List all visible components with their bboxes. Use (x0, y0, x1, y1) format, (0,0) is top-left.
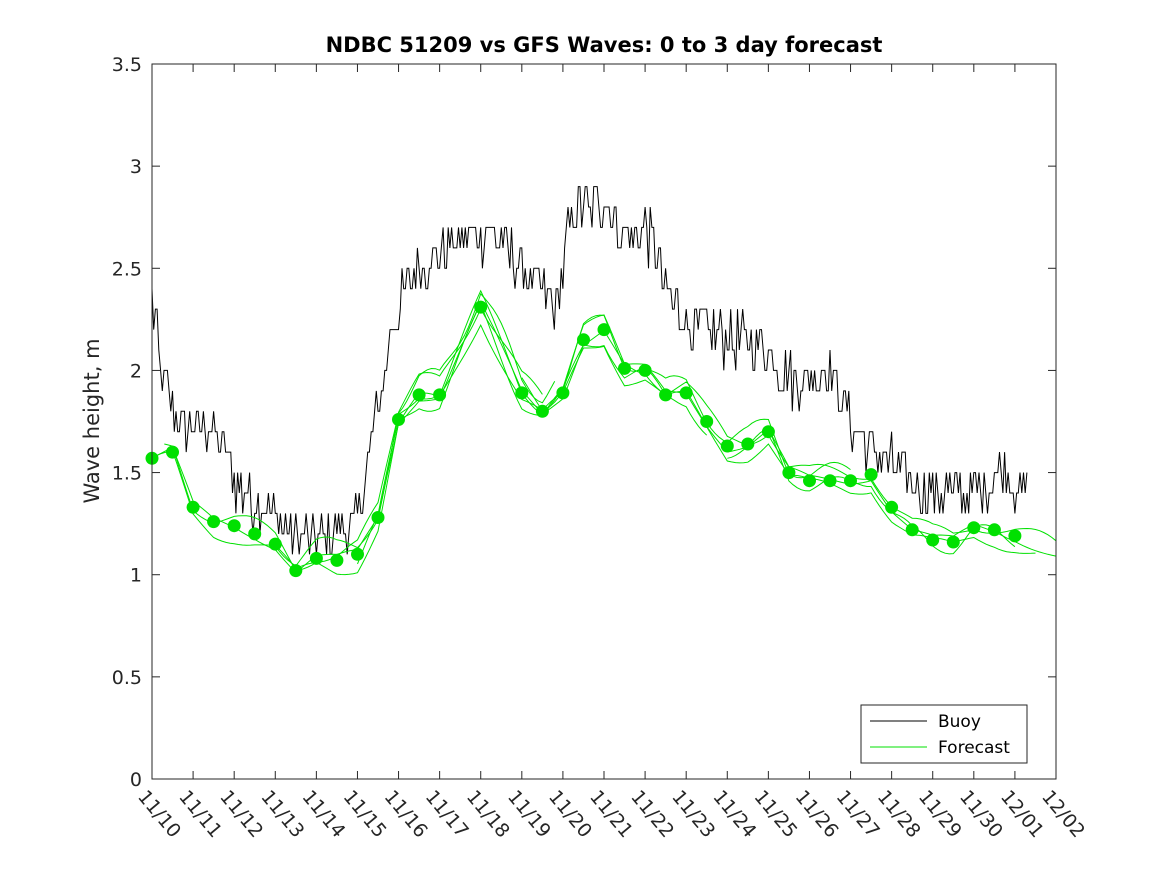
forecast-point (248, 527, 262, 541)
forecast-point (905, 523, 919, 537)
forecast-point (967, 521, 981, 535)
y-tick-label: 3.5 (112, 54, 142, 76)
forecast-point (720, 439, 734, 453)
forecast-point (741, 437, 755, 451)
forecast-point (782, 466, 796, 480)
plot-area-frame (151, 63, 1057, 780)
forecast-point (392, 413, 405, 426)
forecast-point (535, 404, 549, 418)
x-tick-label: 11/14 (298, 786, 350, 842)
y-tick-label: 3 (130, 156, 142, 178)
forecast-point (268, 537, 282, 551)
forecast-point (1008, 529, 1022, 543)
forecast-run-line-5 (521, 314, 851, 479)
forecast-point (515, 386, 529, 400)
x-tick-label: 11/16 (380, 786, 432, 842)
forecast-point (844, 474, 857, 488)
forecast-point (659, 388, 673, 402)
forecast-point (474, 300, 488, 314)
forecast-point (166, 445, 179, 459)
forecast-point (864, 468, 878, 482)
forecast-point (371, 511, 385, 524)
x-tick-label: 11/12 (215, 786, 267, 842)
forecast-run-line-1 (151, 323, 1036, 576)
y-tick-label: 1.5 (112, 463, 142, 485)
forecast-point (618, 361, 631, 375)
legend: Buoy Forecast (860, 704, 1028, 764)
x-tick-label: 11/28 (873, 786, 925, 842)
x-tick-label: 11/15 (339, 786, 391, 842)
forecast-point (330, 553, 344, 567)
x-tick-label: 11/29 (914, 786, 966, 842)
x-tick-label: 11/23 (667, 786, 719, 842)
forecast-point (207, 515, 221, 529)
forecast-point (309, 551, 323, 565)
forecast-point (597, 323, 611, 337)
forecast-point (926, 533, 940, 547)
x-tick-label: 12/01 (996, 786, 1048, 842)
forecast-run-line-4 (357, 303, 708, 565)
legend-box (860, 704, 1028, 764)
forecast-point (885, 500, 899, 514)
forecast-point (577, 333, 590, 347)
y-tick-label: 0.5 (112, 667, 142, 689)
x-tick-label: 11/20 (544, 786, 596, 842)
forecast-run-line-3 (274, 307, 543, 567)
y-tick-label: 2.5 (112, 258, 142, 280)
forecast-point (761, 425, 775, 439)
x-tick-label: 11/13 (256, 786, 308, 842)
forecast-point (679, 386, 693, 400)
forecast-point (186, 500, 200, 514)
x-tick-label: 11/11 (174, 786, 226, 842)
x-tick-label: 11/17 (421, 786, 473, 842)
x-tick-label: 11/10 (133, 786, 185, 842)
forecast-point (433, 388, 447, 402)
x-tick-label: 11/22 (626, 786, 678, 842)
forecast-point (823, 474, 837, 488)
buoy-series-line (151, 186, 1028, 555)
x-tick-label: 11/25 (750, 786, 802, 842)
x-tick-label: 11/18 (462, 786, 514, 842)
forecast-point (289, 564, 303, 578)
legend-buoy-label: Buoy (938, 712, 981, 732)
x-tick-label: 11/24 (708, 786, 760, 842)
forecast-point (556, 386, 570, 400)
forecast-point (700, 415, 714, 428)
legend-forecast-label: Forecast (938, 738, 1010, 758)
forecast-run-line-6 (727, 427, 1016, 555)
x-tick-label: 11/21 (585, 786, 637, 842)
forecast-point (946, 535, 960, 549)
forecast-point (351, 547, 364, 561)
forecast-point (987, 523, 1001, 537)
y-tick-label: 0 (130, 769, 142, 791)
forecast-point (803, 474, 816, 488)
forecast-point (227, 519, 241, 533)
forecast-point (638, 363, 652, 377)
y-axis-label: Wave height, m (80, 338, 104, 503)
x-tick-label: 11/30 (955, 786, 1007, 842)
y-tick-label: 1 (130, 565, 142, 587)
x-tick-label: 11/26 (791, 786, 843, 842)
forecast-point (412, 388, 426, 402)
x-tick-label: 12/02 (1037, 786, 1089, 842)
y-tick-label: 2 (130, 360, 142, 382)
x-tick-label: 11/27 (832, 786, 884, 842)
chart-title: NDBC 51209 vs GFS Waves: 0 to 3 day fore… (326, 33, 883, 57)
x-tick-label: 11/19 (503, 786, 555, 842)
